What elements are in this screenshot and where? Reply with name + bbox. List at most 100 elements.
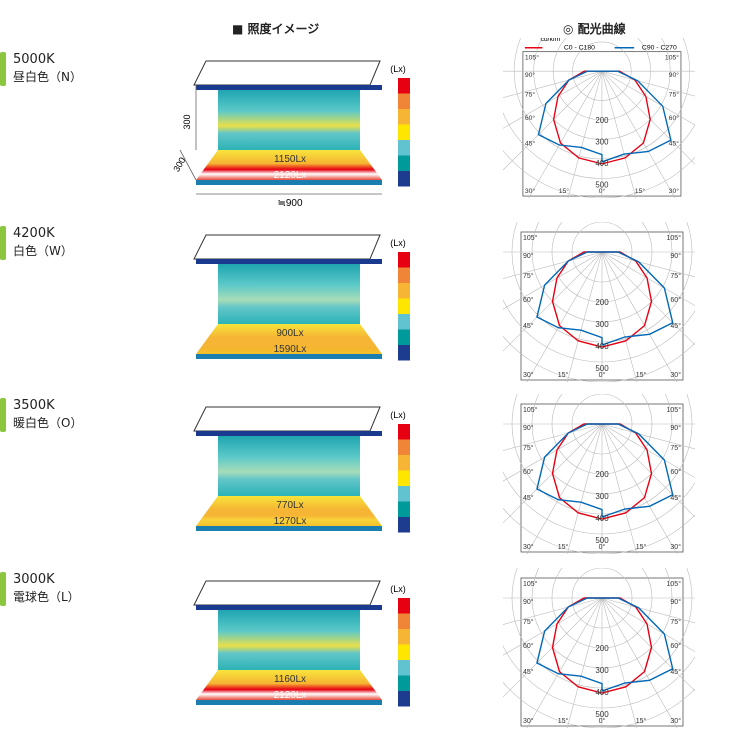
light-distribution-chart: 200 300 400 500 105° 105° 90° 90° 75° 75° 60° 60° 45… [503,394,695,554]
scale-swatch [398,298,410,314]
scale-swatch [398,171,410,187]
floor-lux-label: 1270Lx [274,516,307,527]
angle-label-left: 45° [525,139,536,147]
wall-lux-label: 770Lx [276,500,303,511]
wall-illuminance [218,610,360,670]
scale-swatch [398,455,410,471]
floor-illuminance [196,150,382,180]
angle-label-bottom: 15° [558,717,569,725]
ring-label: 300 [595,320,609,329]
angle-label-bottom: 30° [525,187,536,195]
curve-c90-c270 [536,251,674,346]
lamp-top-plate [193,406,381,432]
floor-edge [196,354,382,359]
angle-label-right: 60° [670,468,681,476]
scale-unit: (Lx) [390,410,406,420]
scale-swatch [398,424,410,440]
light-distribution-chart: 200 300 400 500 105° 105° 90° 90° 75° 75° 60° 60° 45… [503,568,695,728]
angle-label-bottom: 0° [599,543,606,551]
angle-label-bottom: 30° [669,187,680,195]
angle-label-bottom: 15° [558,543,569,551]
scale-unit: (Lx) [390,584,406,594]
ring-label: 400 [595,514,609,523]
ring-label: 300 [595,666,609,675]
dim-height: 300 [182,114,192,129]
floor-edge [196,526,382,531]
angle-label-right: 75° [670,272,681,280]
ring-label: 200 [595,298,609,307]
scale-swatch [398,501,410,517]
color-name-label: 昼白色（N） [13,70,82,84]
legend-unit: cd/klm [540,38,560,43]
angle-label-right: 90° [669,71,680,79]
scale-swatch [398,109,410,125]
wall-illuminance [218,90,360,150]
angle-label-bottom: 15° [636,371,647,379]
angle-label-left: 90° [523,252,534,260]
wall-lux-label: 1150Lx [274,154,306,165]
color-temp-row: 3000K電球色（L）1160Lx2120Lx(Lx)2000170014001… [0,568,753,742]
scale-swatch [398,283,410,299]
color-temp-row: 5000K昼白色（N）1150Lx2120Lx(Lx)2000170014001… [0,38,753,222]
scale-swatch [398,598,410,614]
angle-label-bottom: 15° [635,187,646,195]
scale-swatch [398,691,410,707]
curve-c90-c270 [536,423,674,518]
scale-swatch [398,439,410,455]
angle-label-left: 60° [523,468,534,476]
angle-label-bottom: 0° [599,717,606,725]
angle-label-bottom: 30° [670,543,681,551]
angle-label-right: 105° [667,580,682,588]
angle-label-bottom: 15° [636,543,647,551]
angle-label-right: 105° [667,406,682,414]
curve-c90-c270 [536,597,674,692]
scale-swatch [398,329,410,345]
angle-label-left: 105° [523,234,538,242]
angle-label-right: 60° [669,114,680,122]
angle-label-left: 75° [523,618,534,626]
color-temp-row: 4200K白色（W）900Lx1590Lx(Lx)200017001400110… [0,222,753,396]
accent-tag [0,226,6,260]
lamp-top-plate [193,60,381,86]
kelvin-label: 3500K [13,398,55,413]
floor-lux-label: 2120Lx [274,170,307,181]
angle-label-left: 45° [523,668,534,676]
scale-swatch [398,486,410,502]
angle-label-left: 60° [523,642,534,650]
accent-tag [0,572,6,606]
lamp-top-plate [193,580,381,606]
floor-illuminance [196,324,382,354]
scale-swatch [398,252,410,268]
ring-label: 500 [595,710,609,719]
dim-depth: 300 [171,155,187,173]
angle-label-right: 75° [669,91,680,99]
scale-swatch [398,345,410,361]
dim-width: ≒900 [277,198,303,209]
angle-label-left: 90° [523,424,534,432]
illuminance-image-title: ■ 照度イメージ [232,22,320,36]
wall-lux-label: 1160Lx [274,674,306,685]
angle-label-right: 60° [670,296,681,304]
kelvin-label: 5000K [13,52,55,67]
angle-label-bottom: 30° [670,371,681,379]
kelvin-label: 4200K [13,226,55,241]
illuminance-diagram: 1160Lx2120Lx(Lx)200017001400110090060030… [193,580,410,707]
illuminance-diagram: 1150Lx2120Lx(Lx)200017001400110090060030… [171,60,410,209]
lamp-body [196,605,382,610]
angle-label-right: 45° [670,494,681,502]
curve-c90-c270 [537,70,672,163]
scale-unit: (Lx) [390,64,406,74]
angle-label-right: 105° [667,234,682,242]
accent-tag [0,398,6,432]
light-distribution-chart: 200 300 400 500 105° 105° 90° 90° 75° 75° 60° 60° 45… [503,222,695,382]
legend-c0: C0 - C180 [564,45,595,52]
angle-label-bottom: 0° [599,371,606,379]
floor-edge [196,180,382,185]
scale-swatch [398,140,410,156]
ring-label: 500 [595,180,609,189]
ring-label: 300 [595,492,609,501]
ring-label: 400 [595,342,609,351]
ring-label: 400 [595,688,609,697]
